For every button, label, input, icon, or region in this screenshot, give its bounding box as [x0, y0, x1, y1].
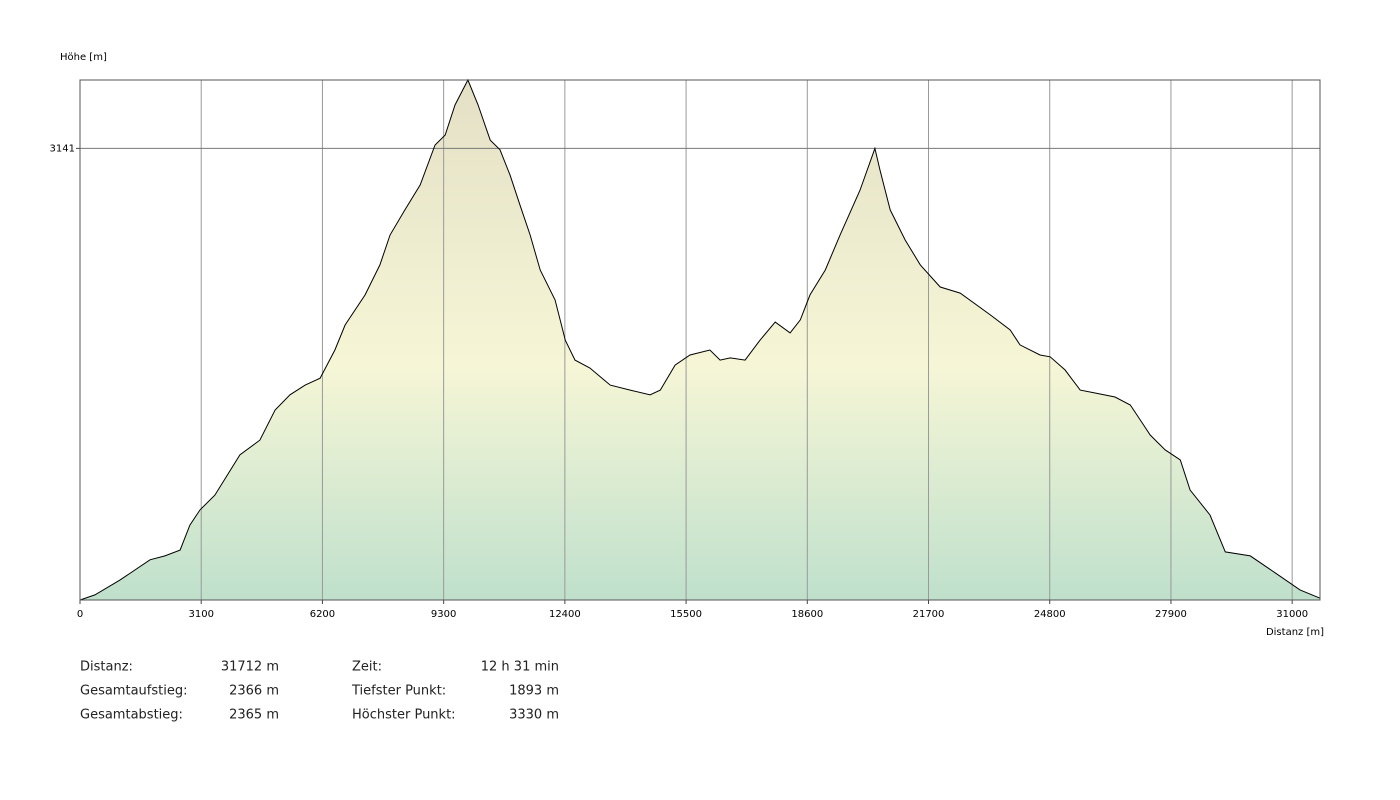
stat-label: Höchster Punkt: [352, 708, 456, 723]
x-tick-label: 21700 [913, 609, 945, 620]
x-tick-label: 9300 [431, 609, 456, 620]
stat-label: Zeit: [352, 660, 382, 675]
stat-value: 1893 m [509, 684, 559, 699]
stat-value: 2366 m [229, 684, 279, 699]
stat-label: Gesamtaufstieg: [80, 684, 187, 699]
x-tick-label: 6200 [310, 609, 335, 620]
x-tick-label: 15500 [670, 609, 702, 620]
x-tick-label: 27900 [1155, 609, 1187, 620]
y-axis-label: Höhe [m] [60, 52, 107, 63]
stat-value: 2365 m [229, 708, 279, 723]
stat-label: Gesamtabstieg: [80, 708, 183, 723]
stat-value: 12 h 31 min [481, 660, 559, 675]
x-tick-label: 31000 [1276, 609, 1308, 620]
stat-label: Distanz: [80, 660, 133, 675]
y-tick-label: 3141 [50, 143, 75, 154]
profile-line [79, 78, 1321, 601]
stat-label: Tiefster Punkt: [351, 684, 446, 699]
plot-frame [79, 79, 1321, 601]
stat-value: 31712 m [221, 660, 279, 675]
x-tick-label: 12400 [549, 609, 581, 620]
x-tick-label: 24800 [1034, 609, 1066, 620]
x-tick-label: 3100 [188, 609, 213, 620]
area-fill [80, 80, 1320, 600]
stat-value: 3330 m [509, 708, 559, 723]
x-tick-label: 18600 [791, 609, 823, 620]
x-axis-label: Distanz [m] [1266, 627, 1324, 638]
x-tick-label: 0 [77, 609, 83, 620]
